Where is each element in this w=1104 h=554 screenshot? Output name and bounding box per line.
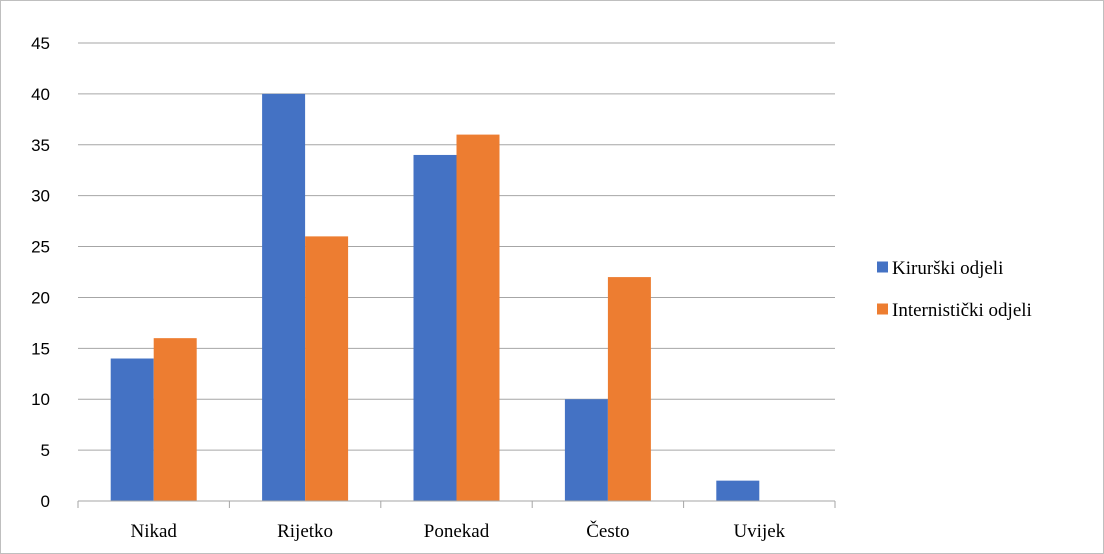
bar-kirurski-ponekad bbox=[413, 154, 457, 501]
bar-internisticki-rijetko bbox=[305, 236, 349, 501]
y-tick-label: 25 bbox=[31, 238, 50, 257]
bar-kirurski-često bbox=[564, 399, 608, 501]
x-tick-label: Rijetko bbox=[277, 521, 333, 542]
y-tick-label: 10 bbox=[31, 390, 50, 409]
bar-internisticki-ponekad bbox=[456, 134, 500, 501]
legend-swatch bbox=[877, 303, 888, 315]
y-axis-ticks: 0 5 10 15 20 25 30 35 40 45 bbox=[31, 34, 50, 511]
x-axis-ticks: Nikad Rijetko Ponekad Često Uvijek bbox=[130, 520, 785, 542]
y-tick-label: 30 bbox=[31, 187, 50, 206]
y-tick-label: 5 bbox=[41, 441, 50, 460]
x-tick-label: Uvijek bbox=[733, 521, 785, 542]
bars bbox=[110, 93, 760, 501]
x-axis bbox=[77, 500, 836, 508]
legend-label: Internistički odjeli bbox=[892, 300, 1032, 321]
bar-internisticki-često bbox=[607, 277, 651, 501]
bar-kirurski-nikad bbox=[110, 358, 154, 501]
y-tick-label: 15 bbox=[31, 339, 50, 358]
bar-internisticki-nikad bbox=[153, 338, 197, 501]
y-tick-label: 20 bbox=[31, 288, 50, 307]
legend-label: Kirurški odjeli bbox=[892, 258, 1003, 279]
bar-kirurski-rijetko bbox=[262, 93, 306, 501]
x-tick-label: Ponekad bbox=[424, 521, 490, 542]
y-tick-label: 35 bbox=[31, 136, 50, 155]
legend: Kirurški odjeli Internistički odjeli bbox=[877, 258, 1032, 321]
y-tick-label: 40 bbox=[31, 85, 50, 104]
x-tick-label: Nikad bbox=[130, 521, 177, 542]
y-tick-label: 0 bbox=[41, 492, 50, 511]
bar-kirurski-uvijek bbox=[716, 480, 760, 501]
x-tick-label: Često bbox=[586, 520, 629, 542]
legend-swatch bbox=[877, 261, 888, 273]
y-tick-label: 45 bbox=[31, 34, 50, 53]
